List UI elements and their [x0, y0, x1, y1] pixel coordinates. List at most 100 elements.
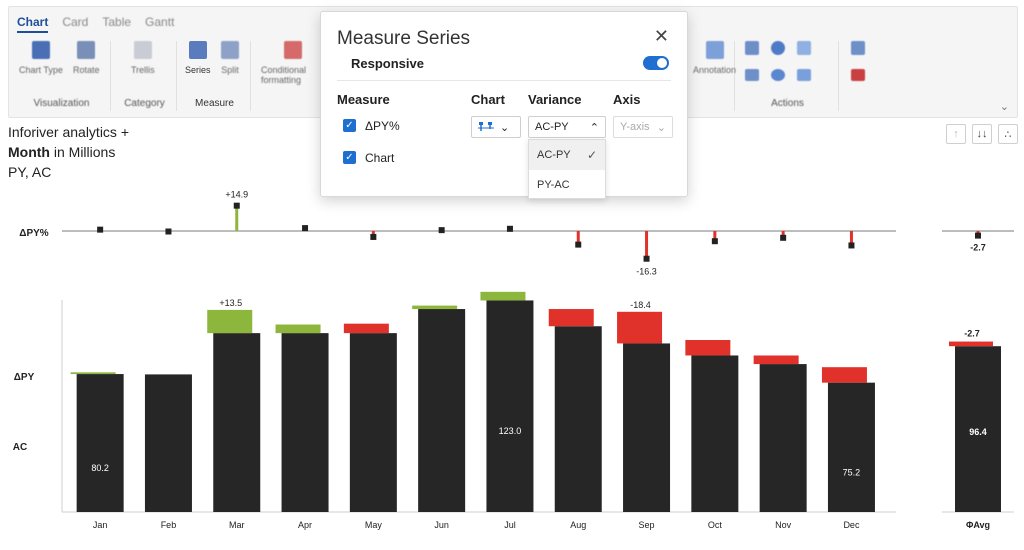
measure-label-delta-pct: ΔPY%	[365, 119, 400, 133]
dialog-divider	[337, 80, 671, 81]
group-actions: Actions	[737, 41, 839, 111]
annotation-button[interactable]: Annotation	[693, 41, 736, 75]
action-icon-4[interactable]	[745, 69, 759, 87]
title-line-3: PY, AC	[8, 164, 52, 180]
collapse-ribbon-icon[interactable]: ⌄	[999, 101, 1009, 113]
row-label-delta-pct: ΔPY%	[19, 228, 49, 239]
x-tick-dec: Dec	[843, 520, 860, 530]
delta-pct-oct-head	[711, 238, 718, 245]
delta-pct-label-mar: +14.9	[225, 190, 248, 200]
axis-dropdown[interactable]: Y-axis ⌄	[613, 116, 673, 138]
brush-icon	[797, 41, 811, 55]
group-label-visualization: Visualization	[33, 98, 90, 109]
export-icon	[851, 69, 865, 81]
bar-dec-ac	[827, 382, 875, 512]
bar-sep-delta	[617, 311, 663, 344]
tab-gantt[interactable]: Gantt	[145, 15, 175, 29]
copy-icon	[851, 41, 865, 55]
delta-pct-mar-head	[233, 202, 240, 209]
export-icon-1[interactable]	[851, 41, 865, 61]
group-label-category: Category	[124, 98, 165, 109]
bar-jun-ac	[418, 309, 466, 512]
export-icon-2[interactable]	[851, 69, 865, 87]
tab-table[interactable]: Table	[102, 15, 132, 29]
group-category: Trellis Category	[113, 41, 177, 111]
rotate-icon	[77, 41, 96, 59]
delta-pct-feb-head	[165, 228, 172, 235]
refresh-icon	[771, 69, 785, 81]
x-tick-aug: Aug	[570, 520, 586, 530]
header-variance: Variance	[528, 92, 582, 107]
x-tick-jul: Jul	[504, 520, 516, 530]
sort-down-icon[interactable]: ↓↓	[972, 124, 992, 144]
close-icon[interactable]: ✕	[653, 26, 669, 46]
action-icon-5[interactable]	[771, 69, 785, 87]
variance-options-menu: AC-PY ✓ PY-AC	[528, 139, 606, 199]
responsive-label: Responsive	[351, 56, 424, 71]
ac-label-total: 96.4	[969, 427, 987, 437]
chart-type-icon	[31, 41, 50, 59]
measure-checkbox-chart[interactable]: ✓	[343, 151, 356, 164]
series-button[interactable]: Series	[185, 41, 211, 75]
action-icon-3[interactable]	[797, 41, 811, 61]
variance-value: AC-PY	[535, 121, 569, 133]
trellis-button[interactable]: Trellis	[131, 41, 155, 75]
action-icon-6[interactable]	[797, 69, 811, 87]
header-measure: Measure	[337, 92, 390, 107]
delta-pct-nov-head	[780, 234, 787, 241]
bar-icon	[745, 41, 759, 55]
responsive-toggle[interactable]	[643, 56, 669, 70]
arrow-up-icon[interactable]: ↑	[946, 124, 966, 144]
rotate-button[interactable]: Rotate	[73, 41, 100, 75]
conditional-formatting-icon	[284, 41, 302, 59]
group-visualization: Chart Type Rotate Visualization	[13, 41, 111, 111]
bar-sep-ac	[623, 343, 671, 512]
group-label-measure: Measure	[195, 98, 234, 109]
action-icon-2[interactable]	[771, 41, 785, 61]
annotation-icon	[705, 41, 724, 59]
lollipop-chart-icon	[478, 122, 494, 131]
x-tick-jan: Jan	[93, 520, 108, 530]
split-button[interactable]: Split	[221, 41, 239, 75]
bar-mar-ac	[213, 333, 261, 512]
dialog-title: Measure Series	[337, 28, 471, 49]
bar-nov-delta	[753, 355, 799, 365]
bar-feb-ac	[144, 374, 192, 512]
ac-label-jul: 123.0	[499, 426, 522, 436]
chart-type-button[interactable]: Chart Type	[19, 41, 63, 75]
ac-label-dec: 75.2	[843, 467, 861, 477]
ribbon-tabs: Chart Card Table Gantt	[17, 15, 174, 33]
delta-label-mar: +13.5	[219, 298, 242, 308]
series-icon	[188, 41, 207, 59]
bar-dec-delta	[821, 367, 867, 383]
variance-option-py-ac[interactable]: PY-AC	[537, 179, 570, 191]
variance-option-ac-py[interactable]: AC-PY ✓	[529, 140, 605, 170]
hierarchy-icon[interactable]: ∴	[998, 124, 1018, 144]
measure-label-chart: Chart	[365, 151, 395, 165]
bar-jan-ac	[76, 374, 124, 512]
bar-apr-ac	[281, 333, 329, 512]
group-export	[843, 41, 903, 111]
x-tick-may: May	[365, 520, 383, 530]
delta-pct-sep-head	[643, 255, 650, 262]
bar-oct-delta	[685, 340, 731, 356]
group-measure: Series Split Measure	[179, 41, 251, 111]
chart-type-dropdown[interactable]: ⌄	[471, 116, 521, 138]
chevron-up-icon: ⌃	[589, 121, 599, 134]
variance-dropdown[interactable]: AC-PY ⌃	[528, 116, 606, 138]
bar-oct-ac	[691, 355, 739, 512]
tab-chart[interactable]: Chart	[17, 15, 49, 33]
delta-pct-label-total: -2.7	[970, 243, 986, 253]
x-tick-sep: Sep	[639, 520, 655, 530]
bar-nov-ac	[759, 364, 807, 512]
conditional-formatting-button[interactable]: Conditional formatting	[261, 41, 325, 85]
measure-series-dialog: Measure Series ✕ Responsive Measure Char…	[320, 11, 688, 199]
delta-pct-total-head	[975, 232, 981, 239]
measure-checkbox-delta-pct[interactable]: ✓	[343, 119, 356, 132]
action-icon-1[interactable]	[745, 41, 759, 61]
bar-may-ac	[349, 333, 397, 512]
tab-card[interactable]: Card	[62, 15, 89, 29]
chart-title: Inforiver analytics + Month in Millions …	[8, 122, 129, 182]
bar-jun-delta	[412, 305, 458, 310]
delta-pct-apr-head	[302, 225, 309, 232]
